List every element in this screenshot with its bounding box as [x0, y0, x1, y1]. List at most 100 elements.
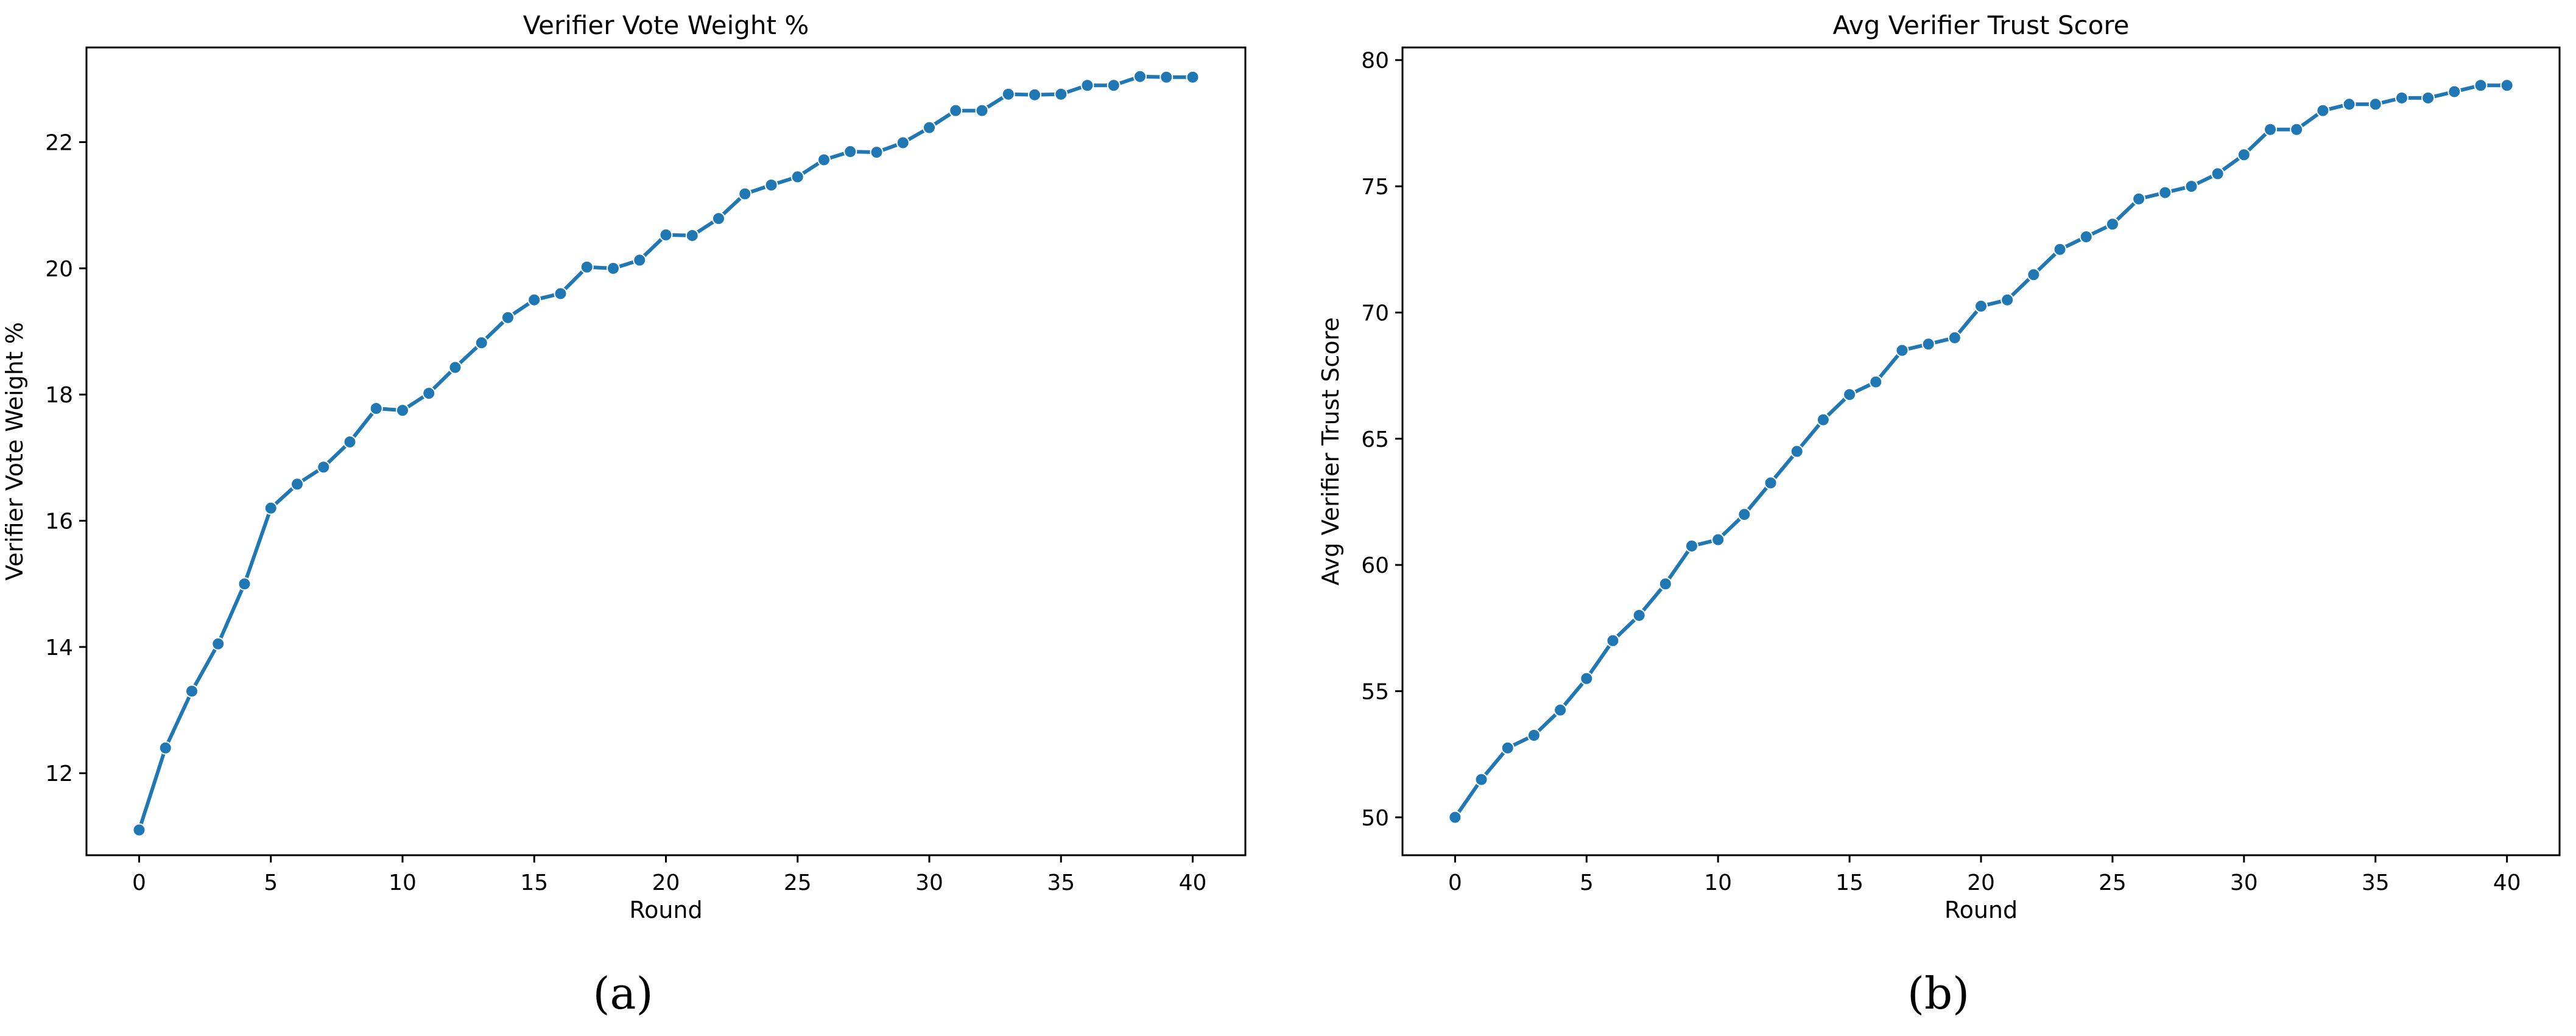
- data-point: [712, 211, 725, 225]
- data-point: [1685, 539, 1698, 553]
- x-tick-label: 35: [2362, 870, 2390, 895]
- data-point: [659, 228, 673, 242]
- y-axis-label: Verifier Vote Weight %: [1, 322, 28, 581]
- chart-title: Verifier Vote Weight %: [523, 10, 809, 40]
- x-tick-label: 30: [2230, 870, 2258, 895]
- data-point: [343, 435, 357, 449]
- data-point: [448, 360, 462, 374]
- plot-frame: [1401, 46, 2561, 856]
- y-axis-label: Avg Verifier Trust Score: [1317, 317, 1344, 586]
- data-point: [2448, 85, 2462, 99]
- data-point: [738, 187, 752, 201]
- data-point: [1974, 299, 1988, 313]
- x-tick-label: 10: [1704, 870, 1732, 895]
- data-point: [1948, 331, 1962, 345]
- y-tick-label: 55: [1361, 679, 1389, 704]
- y-tick-label: 18: [45, 383, 73, 408]
- plot-frame: [85, 46, 1247, 856]
- data-point: [1186, 70, 1200, 84]
- data-point: [2184, 180, 2198, 194]
- chart-avg-verifier-trust-score: Avg Verifier Trust Score 0 5 10 15 20 25 30 35 40…: [1317, 10, 2561, 923]
- data-point: [264, 501, 278, 515]
- data-point: [633, 253, 647, 267]
- data-point: [2105, 217, 2119, 231]
- data-point: [870, 145, 884, 159]
- data-point: [1921, 337, 1935, 351]
- caption-b: (b): [1907, 968, 1970, 1019]
- x-axis-label: Round: [629, 897, 702, 923]
- data-point: [2500, 79, 2514, 93]
- data-point: [317, 460, 331, 474]
- x-tick-label: 20: [652, 870, 680, 895]
- data-point: [1080, 79, 1094, 93]
- y-tick-label: 12: [45, 761, 73, 786]
- data-point: [685, 228, 699, 242]
- data-point: [1054, 87, 1068, 101]
- data-point: [1632, 609, 1646, 623]
- data-point: [501, 310, 515, 324]
- data-point: [949, 103, 963, 117]
- chart-title: Avg Verifier Trust Score: [1833, 10, 2130, 40]
- x-tick-label: 10: [389, 870, 417, 895]
- data-point: [185, 684, 199, 698]
- data-point: [1160, 70, 1174, 84]
- data-point: [1711, 533, 1725, 547]
- x-tick-label: 25: [784, 870, 812, 895]
- data-point: [1737, 508, 1751, 522]
- x-tick-label: 35: [1047, 870, 1075, 895]
- data-point: [1474, 772, 1488, 786]
- data-point: [211, 637, 225, 651]
- data-point: [2290, 122, 2304, 136]
- y-tick-label: 22: [45, 131, 73, 156]
- data-point: [1554, 703, 1568, 717]
- data-point: [2053, 242, 2067, 256]
- data-point: [422, 387, 436, 401]
- x-tick-label: 15: [1835, 870, 1863, 895]
- series-line: [1453, 83, 2509, 819]
- data-point: [2132, 192, 2146, 206]
- data-point: [1816, 413, 1830, 427]
- y-tick-label: 75: [1361, 175, 1389, 200]
- x-tick-label: 25: [2099, 870, 2127, 895]
- data-point: [607, 261, 620, 275]
- data-point: [2368, 97, 2382, 111]
- data-point: [580, 260, 594, 274]
- y-tick-label: 50: [1361, 806, 1389, 831]
- data-point: [158, 741, 172, 755]
- data-point: [527, 293, 541, 307]
- data-point: [2316, 103, 2330, 117]
- data-point: [817, 153, 831, 167]
- y-tick-label: 14: [45, 635, 73, 660]
- x-tick-label: 30: [915, 870, 943, 895]
- data-point: [1895, 343, 1909, 357]
- data-point: [1028, 88, 1041, 102]
- x-tick-label: 5: [264, 870, 278, 895]
- data-point: [764, 178, 778, 192]
- x-tick-label: 40: [1179, 870, 1207, 895]
- x-axis-label: Round: [1944, 897, 2018, 923]
- data-point: [2027, 268, 2041, 282]
- x-tick-label: 5: [1580, 870, 1594, 895]
- data-point: [474, 336, 488, 350]
- data-point: [923, 121, 936, 135]
- data-point: [1606, 634, 1620, 648]
- data-point: [396, 404, 409, 418]
- y-tick-label: 80: [1361, 49, 1389, 74]
- x-tick-label: 0: [1448, 870, 1462, 895]
- data-point: [1580, 671, 1594, 685]
- data-point: [2211, 167, 2225, 181]
- y-tick-label: 20: [45, 257, 73, 282]
- data-point: [2342, 97, 2356, 111]
- y-tick-label: 65: [1361, 427, 1389, 452]
- data-point: [975, 103, 989, 117]
- data-point: [290, 477, 304, 491]
- data-point: [1107, 79, 1121, 93]
- data-point: [1764, 476, 1778, 490]
- caption-a: (a): [593, 968, 653, 1019]
- series-line: [137, 74, 1195, 832]
- data-point: [1001, 87, 1015, 101]
- data-point: [2474, 79, 2488, 93]
- y-tick-label: 70: [1361, 301, 1389, 326]
- data-point: [1790, 444, 1804, 458]
- data-point: [1501, 741, 1515, 755]
